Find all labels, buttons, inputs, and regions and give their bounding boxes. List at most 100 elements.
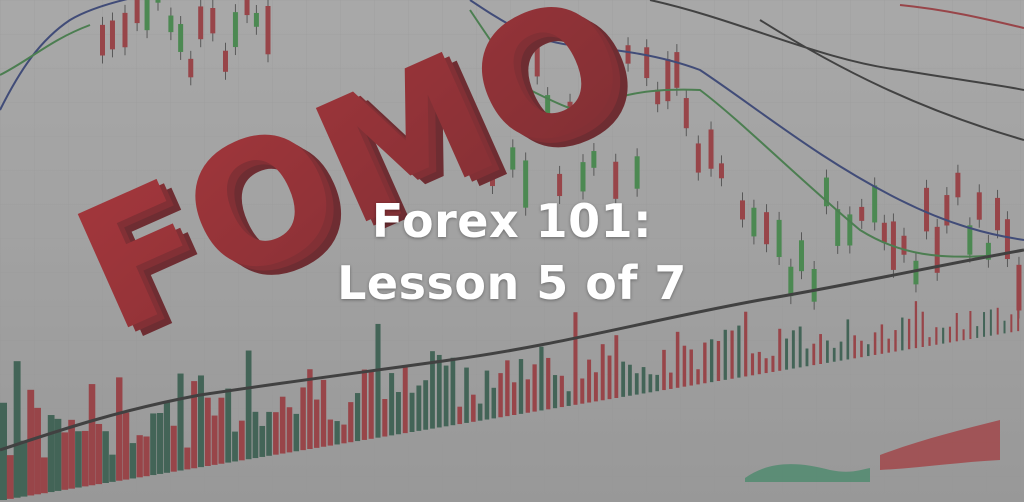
candle-body <box>232 12 238 48</box>
candle-body <box>872 185 878 223</box>
candle-body <box>695 143 701 173</box>
candle-body <box>718 163 724 179</box>
volume-bar <box>354 393 361 442</box>
candle-body <box>625 45 631 64</box>
volume-bar <box>68 419 75 489</box>
volume-bar <box>54 418 62 491</box>
dark-moving-average-line <box>649 0 1024 141</box>
candle-body <box>913 260 919 285</box>
candle-body <box>1004 219 1010 260</box>
red-moving-average-line <box>899 4 1024 29</box>
volume-bar <box>259 425 266 457</box>
volume-bar <box>621 361 626 397</box>
volume-bar <box>880 324 884 354</box>
volume-bar <box>976 326 979 338</box>
volume-bar <box>471 394 476 422</box>
volume-bar <box>279 396 286 454</box>
volume-bar <box>962 329 965 341</box>
candle-body <box>944 195 950 226</box>
volume-bar <box>211 415 218 465</box>
candle-body <box>500 73 506 96</box>
volume-bar <box>1017 303 1020 332</box>
volume-bar <box>157 413 164 474</box>
volume-bar <box>791 330 795 369</box>
volume-bar <box>525 379 530 413</box>
volume-bar <box>641 367 646 394</box>
candle-body <box>534 43 540 77</box>
volume-bar <box>634 373 639 395</box>
candle-body <box>122 12 128 48</box>
candlestick-pattern <box>100 0 1022 319</box>
candle-body <box>955 172 961 198</box>
volume-bar <box>27 389 35 496</box>
indicator-green-wave <box>745 464 870 482</box>
volume-bar <box>382 398 388 437</box>
volume-bar <box>436 354 442 428</box>
volume-bar <box>901 317 904 351</box>
volume-bar <box>232 431 238 462</box>
volume-bar <box>150 413 157 476</box>
volume-bar <box>655 374 659 392</box>
candle-body <box>751 207 757 237</box>
candle-body <box>144 0 150 31</box>
volume-bar <box>662 349 666 391</box>
volume-bars <box>0 301 1020 500</box>
volume-bar <box>184 447 191 470</box>
volume-bar <box>416 385 422 431</box>
candle-body <box>740 200 745 220</box>
volume-bar <box>13 361 21 498</box>
volume-bar <box>341 424 347 444</box>
candle-body <box>985 242 991 260</box>
candle-body <box>198 6 204 40</box>
volume-bar <box>798 326 802 368</box>
candle-body <box>976 192 982 220</box>
volume-bar <box>218 397 225 464</box>
candle-body <box>967 225 973 255</box>
candle-body <box>545 95 551 116</box>
candle-body <box>764 212 770 245</box>
candle-body <box>178 24 184 52</box>
volume-bar <box>805 348 809 367</box>
volume-bar <box>600 344 605 401</box>
volume-bar <box>573 312 578 405</box>
volume-bar <box>75 431 82 488</box>
volume-bar <box>614 335 619 398</box>
volume-bar <box>819 334 822 364</box>
candle-body <box>776 219 782 258</box>
volume-bar <box>375 323 381 438</box>
volume-bar <box>252 411 259 459</box>
volume-bar <box>996 307 999 335</box>
lesson-title: Forex 101: Lesson 5 of 7 <box>0 190 1024 314</box>
volume-bar <box>785 338 789 370</box>
candle-body <box>567 101 573 137</box>
candle-body <box>244 0 250 16</box>
volume-bar <box>197 375 204 468</box>
candle-body <box>601 61 607 75</box>
volume-bar <box>273 412 279 455</box>
candle-body <box>859 206 865 221</box>
volume-bar <box>566 391 571 406</box>
volume-bar <box>607 355 612 400</box>
volume-bar <box>109 454 116 482</box>
candle-body <box>109 20 115 50</box>
candle-body <box>253 12 259 27</box>
candle-body <box>901 235 907 255</box>
volume-bar <box>935 327 938 345</box>
volume-bar <box>61 432 69 490</box>
green-moving-average-line <box>0 9 1001 258</box>
candle-body <box>188 58 194 78</box>
volume-bar <box>266 411 272 456</box>
volume-bar <box>361 369 367 440</box>
candle-body <box>788 266 794 297</box>
volume-bar <box>703 342 707 384</box>
candle-body <box>490 157 495 187</box>
candle-body <box>510 147 516 170</box>
volume-bar <box>921 311 924 347</box>
candle-body <box>847 214 853 246</box>
volume-bar <box>409 392 415 432</box>
volume-bar <box>40 457 48 494</box>
volume-bar <box>122 412 130 480</box>
volume-bar <box>47 415 55 493</box>
